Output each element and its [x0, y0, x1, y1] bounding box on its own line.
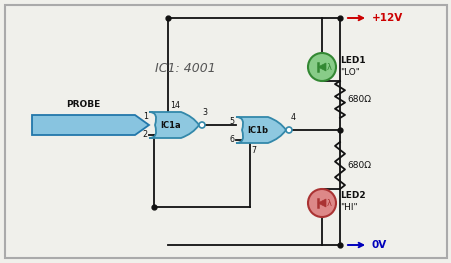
Text: IC1a: IC1a — [161, 120, 181, 129]
Circle shape — [307, 53, 335, 81]
Text: LED2: LED2 — [339, 191, 365, 200]
Text: LED1: LED1 — [339, 55, 365, 64]
Text: "HI": "HI" — [339, 204, 357, 213]
Text: 0V: 0V — [371, 240, 387, 250]
Text: PROBE: PROBE — [66, 100, 101, 109]
Text: λ: λ — [326, 63, 331, 72]
Text: 4: 4 — [290, 113, 295, 122]
Text: 5: 5 — [230, 117, 235, 125]
PathPatch shape — [235, 117, 285, 143]
Text: 14: 14 — [170, 101, 179, 110]
Text: 680Ω: 680Ω — [346, 95, 370, 104]
Text: IC1b: IC1b — [247, 125, 268, 134]
Text: 3: 3 — [202, 108, 207, 117]
Text: "LO": "LO" — [339, 68, 359, 77]
Text: IC1: 4001: IC1: 4001 — [154, 62, 215, 74]
Text: 6: 6 — [230, 134, 235, 144]
Text: +12V: +12V — [371, 13, 402, 23]
Polygon shape — [318, 199, 325, 207]
Text: 7: 7 — [250, 146, 256, 155]
Text: 2: 2 — [143, 129, 147, 139]
Polygon shape — [32, 115, 149, 135]
Circle shape — [285, 127, 291, 133]
Text: 1: 1 — [143, 112, 147, 120]
PathPatch shape — [149, 112, 198, 138]
Polygon shape — [318, 63, 325, 71]
Text: λ: λ — [326, 199, 331, 208]
Text: 680Ω: 680Ω — [346, 161, 370, 170]
Circle shape — [198, 122, 205, 128]
Circle shape — [307, 189, 335, 217]
